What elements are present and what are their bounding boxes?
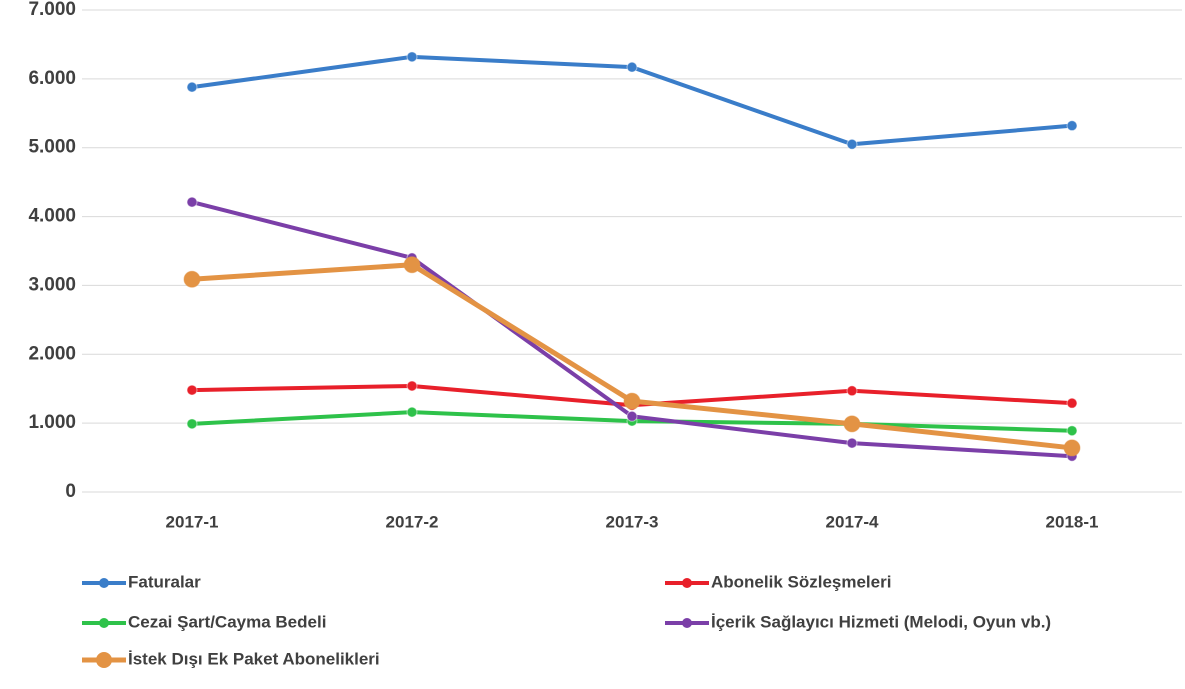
marker xyxy=(846,437,858,449)
marker xyxy=(843,415,861,433)
x-tick-label: 2017-1 xyxy=(166,512,219,531)
marker xyxy=(623,392,641,410)
legend-marker xyxy=(682,618,692,628)
y-tick-label: 3.000 xyxy=(28,274,76,295)
marker xyxy=(183,270,201,288)
legend-label: İstek Dışı Ek Paket Abonelikleri xyxy=(128,649,380,668)
legend-label: İçerik Sağlayıcı Hizmeti (Melodi, Oyun v… xyxy=(711,612,1051,631)
marker xyxy=(406,51,418,63)
x-tick-label: 2018-1 xyxy=(1046,512,1099,531)
marker xyxy=(626,410,638,422)
legend-marker xyxy=(99,618,109,628)
y-tick-label: 6.000 xyxy=(28,68,76,89)
marker xyxy=(186,196,198,208)
legend-label: Abonelik Sözleşmeleri xyxy=(711,572,891,591)
y-tick-label: 1.000 xyxy=(28,412,76,433)
marker xyxy=(1063,439,1081,457)
y-tick-label: 4.000 xyxy=(28,206,76,227)
x-tick-label: 2017-4 xyxy=(826,512,879,531)
y-tick-label: 0 xyxy=(65,481,76,502)
legend-marker xyxy=(99,578,109,588)
y-tick-label: 2.000 xyxy=(28,343,76,364)
marker xyxy=(846,138,858,150)
marker xyxy=(186,81,198,93)
marker xyxy=(186,418,198,430)
legend-label: Cezai Şart/Cayma Bedeli xyxy=(128,612,326,631)
x-tick-label: 2017-2 xyxy=(386,512,439,531)
marker xyxy=(1066,397,1078,409)
marker xyxy=(1066,425,1078,437)
y-tick-label: 5.000 xyxy=(28,137,76,158)
legend-label: Faturalar xyxy=(128,572,201,591)
marker xyxy=(1066,120,1078,132)
marker xyxy=(403,256,421,274)
legend-marker xyxy=(682,578,692,588)
marker xyxy=(846,385,858,397)
marker xyxy=(186,384,198,396)
marker xyxy=(406,380,418,392)
legend-marker xyxy=(96,652,112,668)
y-tick-label: 7.000 xyxy=(28,0,76,20)
marker xyxy=(626,61,638,73)
x-tick-label: 2017-3 xyxy=(606,512,659,531)
marker xyxy=(406,406,418,418)
